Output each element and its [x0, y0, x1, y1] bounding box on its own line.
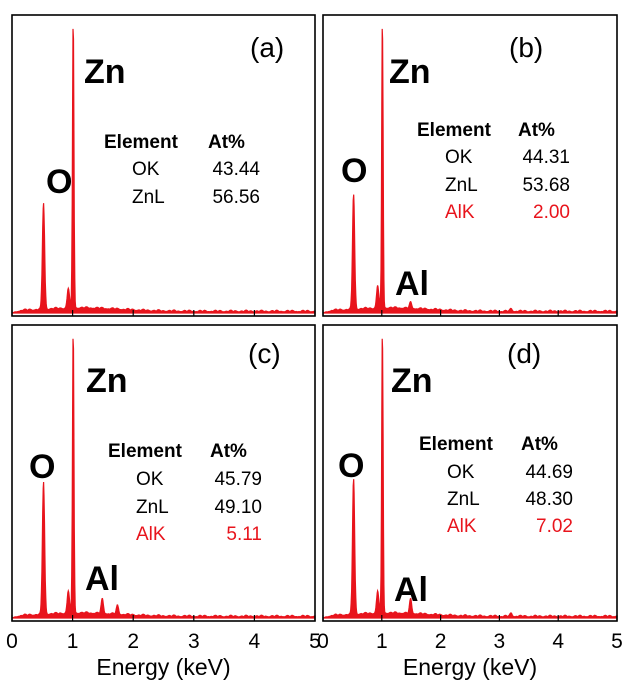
eds-panel: (b) O Zn Al Element At% OK 44.31 ZnL 53.68 AlK 2.00 [322, 14, 618, 317]
eds-panel: (d) O Zn Al Element At% OK 44.69 ZnL 48.30 AlK 7.02 [322, 324, 618, 622]
peak-label-o: O [341, 152, 367, 190]
table-cell-element: ZnL [445, 175, 478, 196]
peak-label-zn: Zn [84, 53, 126, 91]
table-cell-value: 5.11 [226, 524, 262, 545]
table-cell-value: 44.69 [525, 462, 573, 483]
peak-label-o: O [338, 447, 364, 485]
x-tick-label: 5 [611, 630, 623, 653]
table-cell-value: 49.10 [214, 497, 262, 518]
table-cell-value: 2.00 [533, 202, 570, 223]
table-cell-element: OK [132, 159, 160, 180]
spectrum-area [11, 338, 316, 619]
panel-frame [11, 324, 316, 622]
panel-frame [11, 14, 316, 317]
eds-panel: (c) O Zn Al Element At% OK 45.79 ZnL 49.10 AlK 5.11 [11, 324, 316, 622]
peak-label-zn: Zn [389, 53, 431, 91]
x-tick-label: 4 [249, 630, 261, 653]
spectrum-area [322, 28, 618, 314]
panel-label: (c) [248, 338, 281, 369]
x-axis-title: Energy (keV) [403, 654, 537, 680]
peak-label-o: O [46, 163, 72, 201]
table-header-element: Element [104, 132, 179, 153]
table-cell-value: 43.44 [212, 159, 260, 180]
table-cell-element: ZnL [132, 187, 165, 208]
peak-label-al: Al [395, 265, 429, 303]
spectrum-area [11, 28, 316, 314]
table-cell-element: ZnL [447, 489, 480, 510]
x-tick-label: 2 [127, 630, 139, 653]
table-header-atpct: At% [208, 132, 245, 153]
table-header-element: Element [419, 434, 494, 455]
x-tick-label: 0 [317, 630, 329, 653]
table-header-element: Element [108, 441, 183, 462]
panel-label: (a) [250, 32, 284, 63]
table-cell-value: 7.02 [536, 516, 573, 537]
eds-panel: (a) O Zn Element At% OK 43.44 ZnL 56.56 [11, 14, 316, 317]
table-cell-element: ZnL [136, 497, 169, 518]
table-cell-value: 56.56 [212, 187, 260, 208]
table-cell-value: 53.68 [522, 175, 570, 196]
x-tick-label: 4 [552, 630, 564, 653]
table-cell-element: AlK [445, 202, 475, 223]
panel-label: (b) [509, 32, 543, 63]
x-axis-title: Energy (keV) [96, 654, 230, 680]
peak-label-al: Al [85, 560, 119, 598]
peak-label-al: Al [394, 571, 428, 609]
table-cell-element: OK [447, 462, 475, 483]
x-tick-label: 3 [494, 630, 506, 653]
peak-label-zn: Zn [86, 362, 128, 400]
table-cell-value: 44.31 [522, 147, 570, 168]
x-tick-label: 3 [188, 630, 200, 653]
panel-label: (d) [507, 338, 541, 369]
panel-frame [322, 14, 618, 317]
x-tick-label: 2 [435, 630, 447, 653]
x-tick-label: 1 [67, 630, 79, 653]
x-tick-label: 5 [309, 630, 321, 653]
x-tick-label: 1 [376, 630, 388, 653]
table-cell-element: OK [136, 469, 164, 490]
table-cell-value: 45.79 [214, 469, 262, 490]
x-tick-label: 0 [6, 630, 18, 653]
table-header-atpct: At% [518, 120, 555, 141]
spectrum-area [322, 338, 618, 619]
table-cell-element: OK [445, 147, 473, 168]
peak-label-zn: Zn [391, 362, 433, 400]
table-cell-value: 48.30 [525, 489, 573, 510]
peak-label-o: O [29, 448, 55, 486]
panel-frame [322, 324, 618, 622]
table-header-element: Element [417, 120, 492, 141]
table-header-atpct: At% [521, 434, 558, 455]
table-header-atpct: At% [210, 441, 247, 462]
table-cell-element: AlK [136, 524, 166, 545]
table-cell-element: AlK [447, 516, 477, 537]
